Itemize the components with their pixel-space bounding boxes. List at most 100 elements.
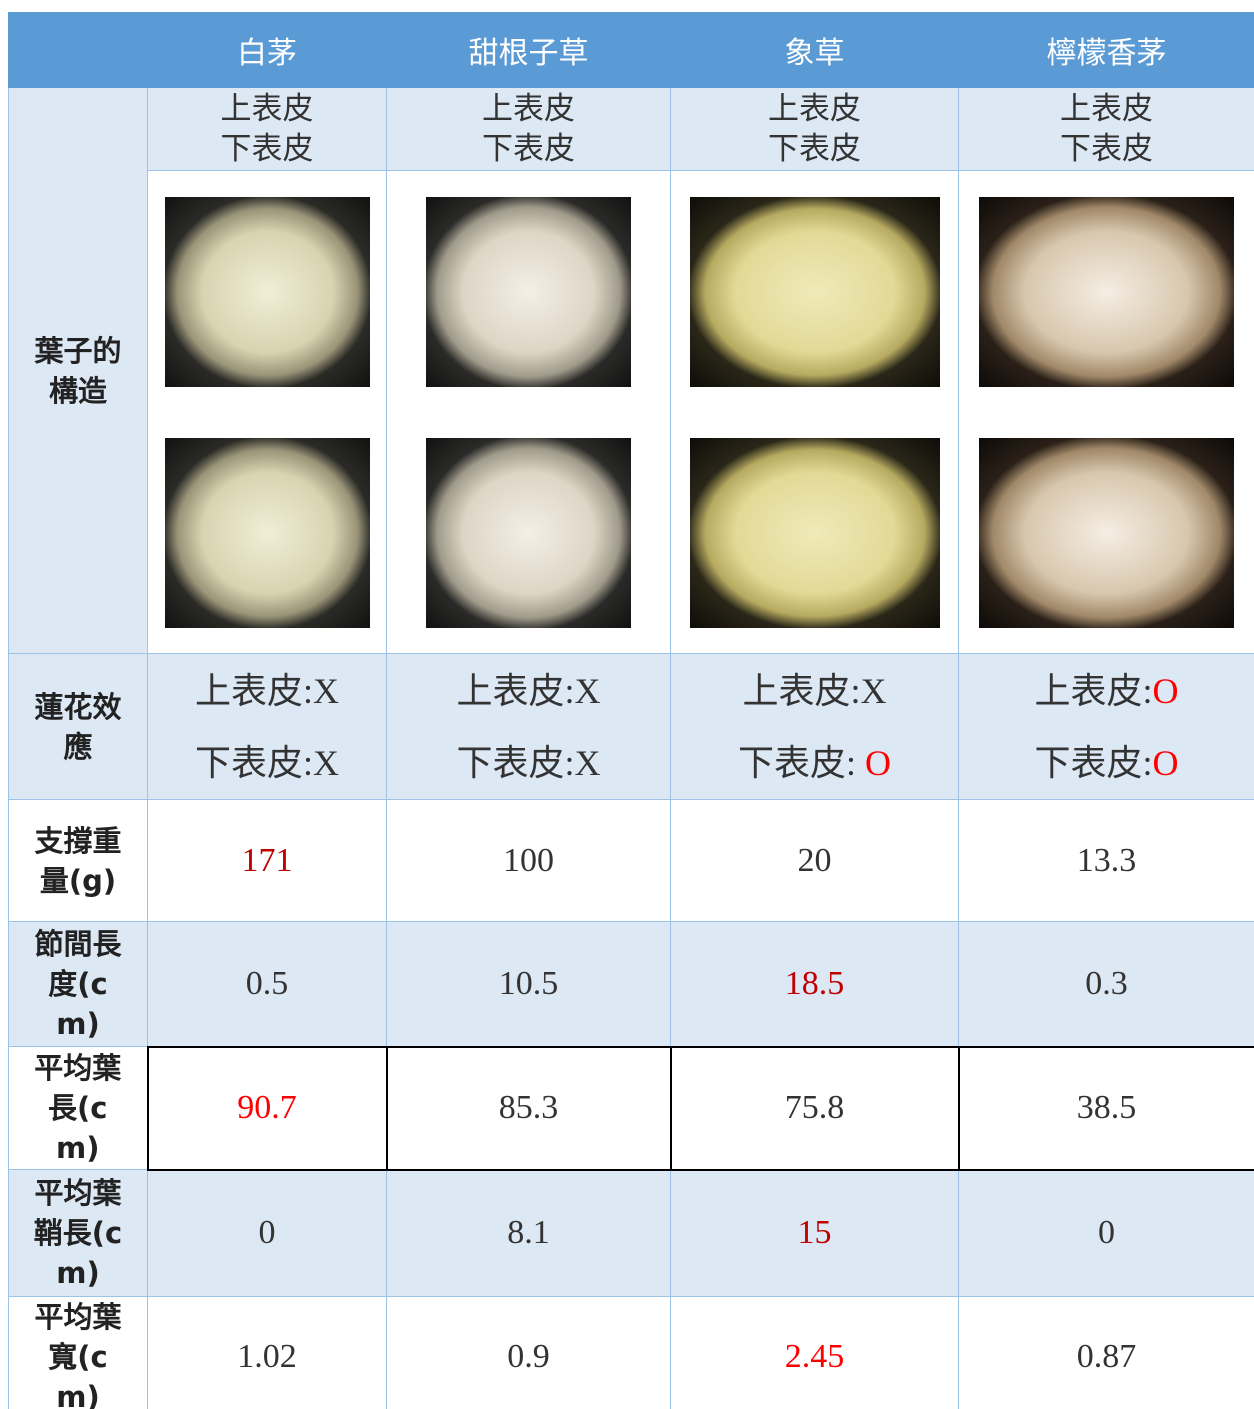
surface-label: 上表皮 — [768, 91, 861, 126]
row-label-text: 平均葉長(cm) — [34, 1051, 122, 1165]
row-label: 平均葉長(cm) — [8, 1046, 148, 1170]
value-cell: 90.7 — [146, 1045, 388, 1171]
value-cell: 1.02 — [147, 1296, 387, 1409]
result: X — [574, 670, 601, 711]
lotus-cell: 上表皮:O 下表皮:O — [958, 653, 1254, 800]
surface: 上表皮: — [194, 670, 313, 711]
value-cell: 100 — [386, 799, 671, 922]
surface-label: 上表皮 — [482, 91, 575, 126]
surface-label: 上表皮 — [220, 91, 314, 126]
image-stack — [672, 172, 958, 653]
row-label: 蓮花效應 — [8, 653, 148, 800]
image-stack — [149, 172, 386, 653]
image-cell — [958, 170, 1254, 654]
lotus-line: 下表皮:O — [960, 727, 1254, 799]
value-cell: 0 — [147, 1169, 387, 1297]
row-label-text: 平均葉寬(cm) — [34, 1300, 122, 1409]
image-stack — [960, 172, 1254, 653]
surface: 下表皮: — [737, 742, 865, 783]
row-label-text: 平均葉鞘長(cm) — [33, 1176, 123, 1290]
comparison-table: 白茅 甜根子草 象草 檸檬香茅 葉子的構造 上表皮 下表皮 上表皮 下表皮 上表皮 下表皮 上表皮… — [8, 12, 1254, 1409]
corner — [8, 12, 148, 88]
surface: 下表皮: — [456, 742, 575, 783]
surface-row: 葉子的構造 上表皮 下表皮 上表皮 下表皮 上表皮 下表皮 上表皮 下表皮 — [8, 87, 1254, 654]
column-header: 象草 — [670, 12, 959, 88]
column-header: 白茅 — [147, 12, 387, 88]
surface: 下表皮: — [194, 742, 313, 783]
value-cell: 13.3 — [958, 799, 1254, 922]
value-cell: 171 — [147, 799, 387, 922]
value-cell: 0.9 — [386, 1296, 671, 1409]
row-label: 節間長度(cm) — [8, 921, 148, 1047]
lotus-line: 下表皮:X — [388, 727, 670, 799]
measurement-row: 支撐重量(g) 171 100 20 13.3 — [8, 799, 1254, 922]
result: O — [1152, 670, 1179, 711]
surface-label: 下表皮 — [482, 131, 575, 166]
result: O — [1152, 742, 1179, 783]
lotus-line: 上表皮:X — [388, 655, 670, 727]
value-cell: 0.87 — [958, 1296, 1254, 1409]
microscope-image — [426, 437, 631, 628]
value-cell: 0.5 — [147, 921, 387, 1047]
result: X — [313, 670, 339, 711]
value-cell: 38.5 — [957, 1045, 1254, 1171]
value-cell: 85.3 — [385, 1045, 672, 1171]
value-cell: 10.5 — [386, 921, 671, 1047]
lotus-line: 上表皮:X — [672, 655, 958, 727]
column-header: 甜根子草 — [386, 12, 671, 88]
microscope-image — [979, 437, 1234, 628]
microscope-image — [689, 437, 940, 628]
surface-cell: 上表皮 下表皮 — [958, 87, 1254, 171]
surface-label: 上表皮 — [1060, 91, 1153, 126]
surface-cell: 上表皮 下表皮 — [670, 87, 959, 171]
lotus-row: 蓮花效應 上表皮:X 下表皮:X 上表皮:X 下表皮:X 上表皮:X 下表皮: O 上表皮:… — [8, 653, 1254, 800]
image-row — [9, 170, 1254, 654]
value-cell: 75.8 — [669, 1045, 960, 1171]
lotus-line: 上表皮:O — [960, 655, 1254, 727]
measurement-row: 平均葉長(cm) 90.7 85.3 75.8 38.5 — [8, 1045, 1254, 1171]
row-label: 支撐重量(g) — [8, 799, 148, 922]
microscope-image — [689, 196, 940, 387]
surface-cell: 上表皮 下表皮 — [386, 87, 671, 171]
lotus-cell: 上表皮:X 下表皮:X — [147, 653, 387, 800]
image-cell — [670, 170, 959, 654]
result: X — [860, 670, 887, 711]
value-cell: 8.1 — [386, 1169, 671, 1297]
value-cell: 0 — [958, 1169, 1254, 1297]
surface-label: 下表皮 — [220, 131, 314, 166]
lotus-line: 下表皮: O — [672, 727, 958, 799]
microscope-image — [426, 196, 631, 387]
result: O — [865, 742, 891, 783]
value-cell: 18.5 — [670, 921, 959, 1047]
image-cell — [147, 170, 387, 654]
measurement-row: 節間長度(cm) 0.5 10.5 18.5 0.3 — [8, 921, 1254, 1047]
value-cell: 15 — [670, 1169, 959, 1297]
image-stack — [388, 172, 670, 653]
surface-label: 下表皮 — [1060, 131, 1153, 166]
row-label-text: 支撐重量(g) — [34, 823, 122, 898]
result: X — [313, 742, 339, 783]
row-label: 葉子的構造 — [8, 87, 148, 654]
measurement-row: 平均葉鞘長(cm) 0 8.1 15 0 — [8, 1169, 1254, 1297]
row-label-text: 節間長度(cm) — [34, 927, 122, 1041]
measurement-row: 平均葉寬(cm) 1.02 0.9 2.45 0.87 — [8, 1296, 1254, 1409]
result: X — [574, 742, 601, 783]
image-cell — [386, 170, 671, 654]
lotus-cell: 上表皮:X 下表皮: O — [670, 653, 959, 800]
microscope-image — [979, 196, 1234, 387]
row-label: 平均葉寬(cm) — [8, 1296, 148, 1409]
surface: 上表皮: — [1034, 670, 1153, 711]
column-header: 檸檬香茅 — [958, 12, 1254, 88]
value-cell: 20 — [670, 799, 959, 922]
surface: 上表皮: — [742, 670, 861, 711]
surface: 下表皮: — [1034, 742, 1153, 783]
value-cell: 2.45 — [670, 1296, 959, 1409]
surface-cell: 上表皮 下表皮 — [147, 87, 387, 171]
lotus-line: 上表皮:X — [149, 655, 386, 727]
microscope-image — [164, 437, 370, 628]
surface: 上表皮: — [456, 670, 575, 711]
microscope-image — [164, 196, 370, 387]
row-label: 平均葉鞘長(cm) — [8, 1169, 148, 1297]
lotus-line: 下表皮:X — [149, 727, 386, 799]
